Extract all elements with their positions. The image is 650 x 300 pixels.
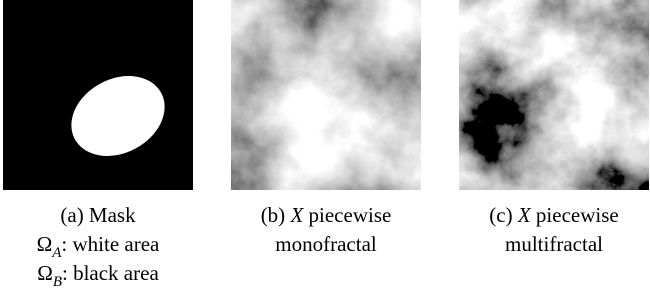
caption-text: B [53, 274, 62, 290]
panel-mask [3, 0, 193, 190]
caption-line: ΩA: white area [37, 232, 160, 261]
caption-text: (c) [489, 203, 518, 227]
panel-monofractal [231, 0, 421, 190]
caption-text: multifractal [505, 232, 603, 256]
caption-line: (b) X piecewise [261, 203, 392, 227]
caption-text: X [517, 203, 532, 227]
figure: (a) MaskΩA: white areaΩB: black area(b) … [0, 0, 650, 300]
caption-text: piecewise [531, 203, 619, 227]
caption-text: Ω [37, 232, 53, 256]
caption-text: monofractal [275, 232, 377, 256]
caption-text: : white area [61, 232, 160, 256]
caption-line: monofractal [275, 232, 377, 256]
caption-line: ΩB: black area [37, 261, 159, 290]
caption-text: (b) [261, 203, 291, 227]
caption-text: piecewise [303, 203, 391, 227]
caption-text: Ω [37, 261, 53, 285]
panel-multifractal [459, 0, 649, 190]
multifractal-image [459, 0, 649, 190]
caption-line: (c) X piecewise [489, 203, 618, 227]
caption-line: (a) Mask [60, 203, 136, 227]
caption-text: : black area [62, 261, 159, 285]
caption-text: X [289, 203, 304, 227]
monofractal-image [231, 0, 421, 190]
caption-text: (a) Mask [60, 203, 136, 227]
caption-line: multifractal [505, 232, 603, 256]
